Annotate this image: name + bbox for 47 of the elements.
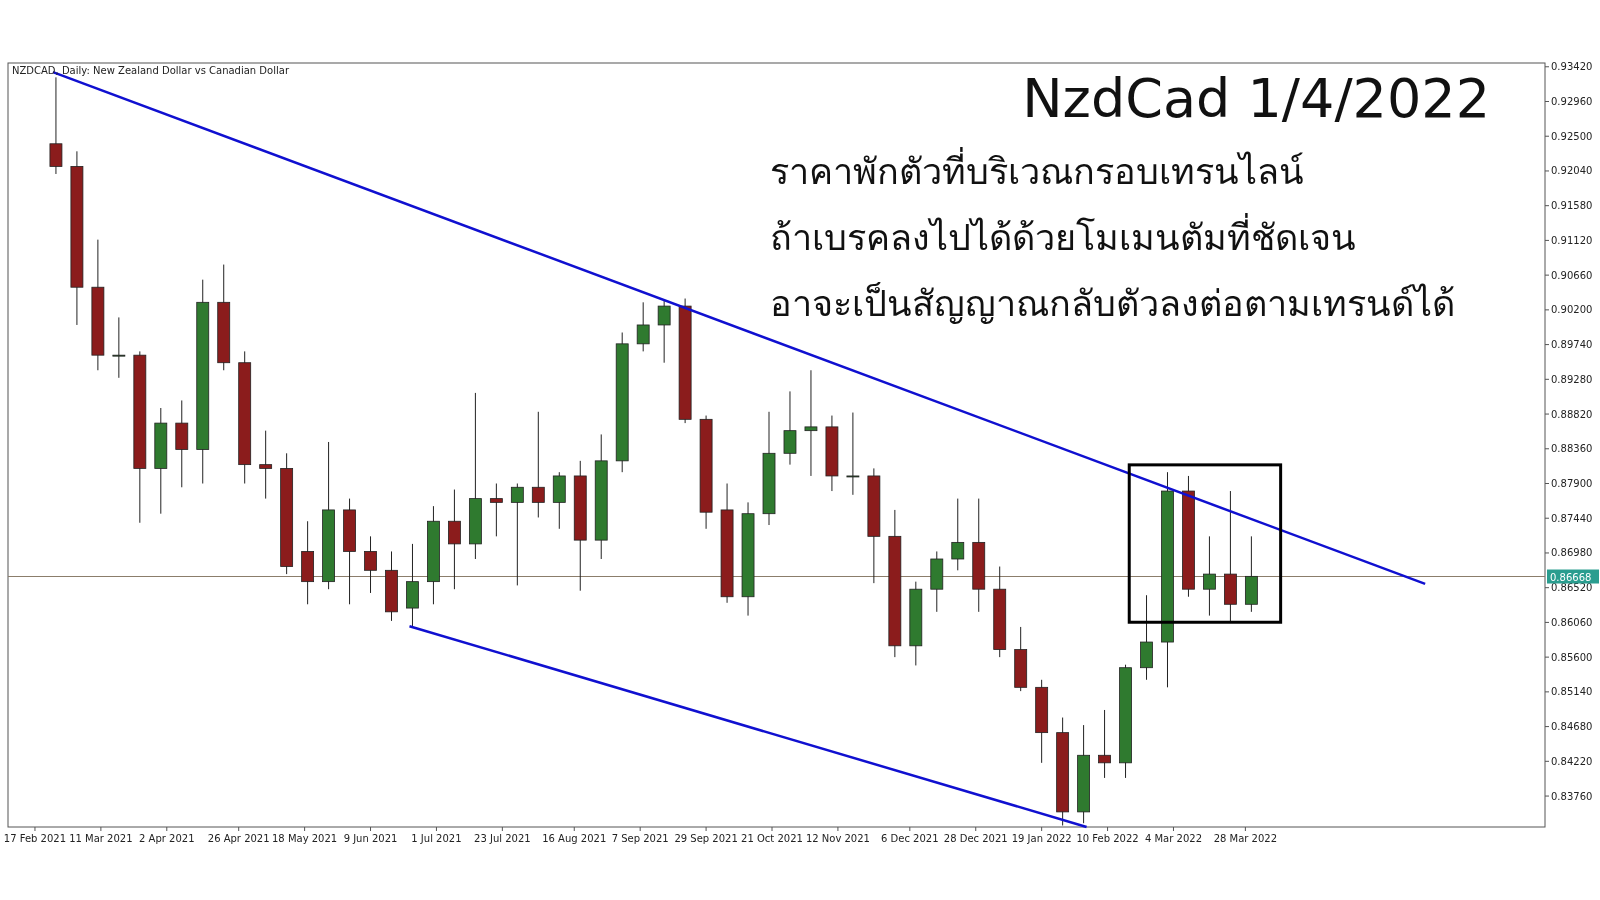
x-tick-label: 29 Sep 2021 xyxy=(674,833,738,844)
x-tick-label: 11 Mar 2021 xyxy=(69,833,133,844)
x-tick-label: 2 Apr 2021 xyxy=(139,833,195,844)
x-tick-label: 19 Jan 2022 xyxy=(1011,833,1072,844)
annotation: ราคาพักตัวที่บริเวณกรอบเทรนไลน์ xyxy=(770,147,1304,192)
y-tick-label: 0.87900 xyxy=(1551,478,1593,489)
x-tick-label: 17 Feb 2021 xyxy=(3,833,67,844)
y-tick-label: 0.84680 xyxy=(1551,721,1593,733)
x-tick-label: 12 Nov 2021 xyxy=(805,833,870,844)
y-tick-label: 0.88360 xyxy=(1551,443,1593,455)
y-tick-label: 0.92500 xyxy=(1551,130,1593,142)
y-tick-label: 0.85140 xyxy=(1551,686,1593,698)
y-tick-label: 0.86060 xyxy=(1551,616,1593,628)
y-tick-label: 0.91580 xyxy=(1551,200,1593,212)
x-tick-label: 21 Oct 2021 xyxy=(741,833,803,844)
y-tick-label: 0.89740 xyxy=(1551,339,1593,351)
y-tick-label: 0.87440 xyxy=(1551,512,1593,524)
y-tick-label: 0.92960 xyxy=(1551,96,1593,107)
chart-title: NzdCad 1/4/2022 xyxy=(1022,67,1490,130)
y-tick-label: 0.84220 xyxy=(1551,755,1593,767)
y-tick-label: 0.86520 xyxy=(1551,582,1593,594)
y-tick-label: 0.86980 xyxy=(1551,547,1593,559)
x-tick-label: 9 Jun 2021 xyxy=(343,833,398,844)
y-tick-label: 0.85600 xyxy=(1551,651,1593,663)
y-tick-label: 0.93420 xyxy=(1551,61,1593,73)
x-tick-label: 6 Dec 2021 xyxy=(881,833,939,844)
x-tick-label: 10 Feb 2022 xyxy=(1076,833,1139,844)
annotation: ถ้าเบรคลงไปได้ด้วยโมเมนตัมที่ชัดเจน xyxy=(770,213,1356,258)
x-tick-label: 18 May 2021 xyxy=(272,833,338,844)
annotation: อาจะเป็นสัญญาณกลับตัวลงต่อตามเทรนด์ได้ xyxy=(770,281,1455,324)
y-tick-label: 0.90660 xyxy=(1551,269,1593,281)
x-tick-label: 26 Apr 2021 xyxy=(207,833,270,844)
y-tick-label: 0.92040 xyxy=(1551,165,1593,177)
x-tick-label: 1 Jul 2021 xyxy=(411,833,462,844)
x-tick-label: 4 Mar 2022 xyxy=(1144,833,1203,844)
x-tick-label: 7 Sep 2021 xyxy=(611,833,669,844)
annotation: NZDCAD, Daily: New Zealand Dollar vs Canadian Dollar xyxy=(12,65,290,76)
ref-line-label: 0.86668 xyxy=(1550,571,1592,583)
y-tick-label: 0.91120 xyxy=(1551,234,1593,246)
y-tick-label: 0.90200 xyxy=(1551,304,1593,316)
y-tick-label: 0.83760 xyxy=(1551,790,1593,802)
y-tick-label: 0.88820 xyxy=(1551,408,1593,420)
y-tick-label: 0.89280 xyxy=(1551,373,1593,385)
x-tick-label: 28 Dec 2021 xyxy=(943,833,1008,844)
x-tick-label: 23 Jul 2021 xyxy=(474,833,531,844)
x-tick-label: 16 Aug 2021 xyxy=(542,833,607,844)
x-tick-label: 28 Mar 2022 xyxy=(1213,833,1278,844)
